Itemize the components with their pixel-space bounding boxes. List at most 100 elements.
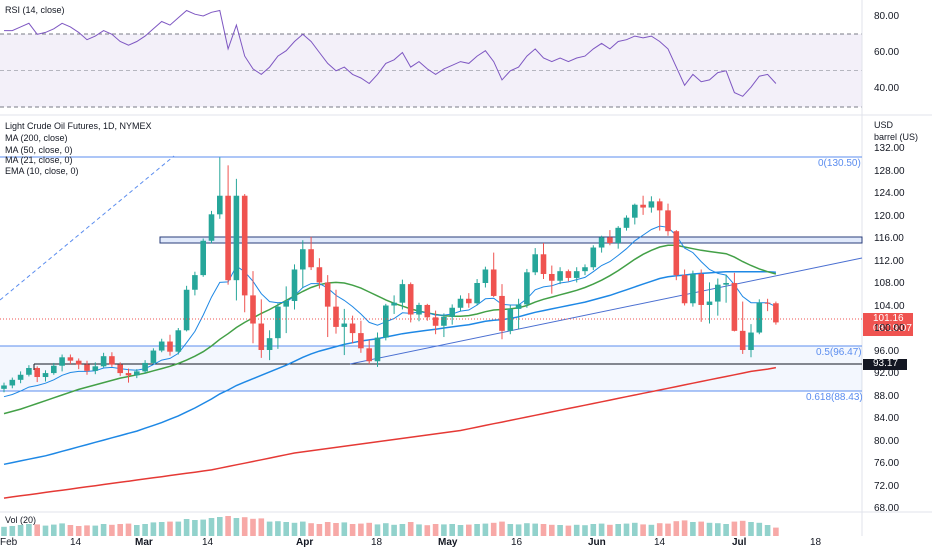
legend-ma21[interactable]: MA (21, close, 0) — [5, 155, 73, 165]
current-price-value: 101.16 — [873, 313, 904, 324]
legend-ma200[interactable]: MA (200, close) — [5, 133, 68, 143]
ema10-line-group — [3, 225, 777, 398]
volume-bar — [490, 522, 497, 536]
candle — [441, 313, 447, 338]
candle — [316, 258, 323, 289]
candle — [366, 339, 372, 365]
volume-bar — [142, 524, 148, 536]
volume-bar — [134, 525, 140, 536]
candle — [1, 382, 7, 393]
volume-bar — [482, 523, 489, 536]
price-tick-label: 80.00 — [874, 435, 900, 447]
candle — [706, 282, 713, 324]
volume-bar — [756, 522, 763, 536]
volume-bar — [67, 525, 74, 536]
volume-bar — [540, 524, 547, 536]
rsi-label: RSI (14, close) — [5, 5, 65, 15]
legend-ma50[interactable]: MA (50, close, 0) — [5, 145, 73, 155]
candle — [573, 267, 580, 283]
candle — [632, 203, 638, 225]
candle — [615, 226, 621, 249]
volume-bar — [117, 524, 123, 536]
fib-zone-0.5 — [0, 346, 862, 391]
candle — [167, 334, 173, 356]
candle — [308, 236, 314, 271]
volume-bar — [656, 523, 663, 536]
time-tick-label: 14 — [654, 537, 666, 548]
ma-price-tag: 93.17 — [873, 358, 899, 369]
volume-bar — [739, 520, 746, 536]
candle — [773, 301, 779, 325]
volume-bar — [424, 525, 431, 536]
volume-bar — [75, 526, 82, 536]
candle — [474, 279, 480, 306]
chart-title[interactable]: Light Crude Oil Futures, 1D, NYMEX — [5, 121, 152, 131]
candle — [324, 275, 331, 338]
volume-bar — [241, 517, 248, 536]
volume-bar — [383, 523, 389, 536]
volume-bar — [748, 522, 754, 536]
candle — [300, 240, 306, 289]
rsi-level-60: 60.00 — [874, 47, 900, 58]
price-tick-label: 96.00 — [874, 345, 900, 357]
candle — [640, 195, 646, 215]
volume-bar — [333, 523, 339, 536]
candle — [109, 352, 115, 367]
candle — [673, 230, 680, 281]
volume-bar — [715, 523, 721, 536]
volume-bar — [366, 522, 372, 536]
ma50-line — [3, 270, 776, 466]
candle — [100, 352, 107, 368]
volume-bar — [549, 524, 555, 536]
candle — [341, 308, 348, 356]
candle — [681, 269, 688, 306]
volume-bar — [9, 526, 16, 536]
volume-bar — [175, 521, 182, 536]
candle — [665, 203, 671, 236]
volume-bar — [358, 523, 364, 536]
candle — [158, 338, 165, 353]
candle — [208, 210, 215, 244]
fib-label-0.618: 0.618(88.43) — [806, 392, 863, 403]
volume-bar — [690, 522, 696, 536]
price-tick-label: 108.00 — [874, 278, 905, 290]
fib-label-0.5: 0.5(96.47) — [816, 347, 862, 358]
volume-bar — [42, 525, 49, 536]
volume-bar — [100, 524, 107, 536]
volume-bar — [167, 521, 173, 536]
volume-bar — [349, 524, 356, 536]
volume-bar — [283, 522, 289, 536]
legend-ema10[interactable]: EMA (10, close, 0) — [5, 166, 79, 176]
candle — [391, 295, 397, 314]
candle — [59, 354, 65, 372]
candle — [333, 289, 339, 334]
rsi-level-80: 80.00 — [874, 11, 900, 22]
volume-bar — [681, 520, 688, 536]
candle — [690, 270, 696, 307]
candle — [266, 330, 273, 361]
volume-bar — [291, 522, 298, 536]
volume-bar — [84, 525, 90, 536]
volume-bar — [399, 524, 406, 536]
volume-bar — [773, 527, 779, 536]
volume-bar — [217, 517, 223, 536]
resistance-zone — [159, 236, 863, 244]
candle — [648, 196, 655, 213]
price-tick-label: 72.00 — [874, 480, 900, 492]
volume-bar — [632, 522, 638, 536]
candle — [407, 282, 414, 323]
rsi-pane — [0, 9, 862, 108]
candle — [84, 360, 90, 375]
volume-bar — [524, 523, 530, 536]
time-tick-label: 18 — [810, 537, 822, 548]
candle — [51, 362, 57, 375]
candle — [275, 303, 281, 349]
candle — [598, 235, 605, 253]
candle — [723, 274, 729, 303]
candle — [283, 286, 289, 334]
volume-bar — [731, 521, 738, 536]
volume-bar — [266, 521, 273, 536]
volume-bar — [26, 524, 32, 536]
volume-bar — [607, 524, 613, 536]
